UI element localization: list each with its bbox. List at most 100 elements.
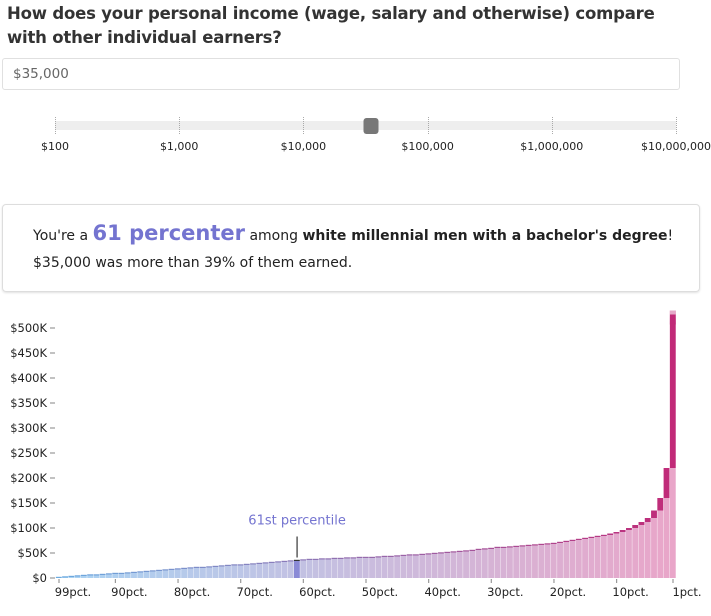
bar-23pct bbox=[532, 545, 538, 578]
x-tick-label: 30pct. bbox=[487, 585, 523, 599]
bar-62pct bbox=[287, 561, 294, 578]
demographic-group: white millennial men with a bachelor's d… bbox=[302, 228, 668, 244]
bar-74pct bbox=[212, 567, 219, 578]
bar-cap-51pct bbox=[356, 556, 363, 558]
result-line-2: $35,000 was more than 39% of them earned… bbox=[33, 255, 353, 271]
bar-31pct bbox=[481, 549, 488, 578]
slider-tick-label: $10,000,000 bbox=[641, 140, 711, 153]
bar-cap-30pct bbox=[488, 547, 495, 549]
bar-cap-58pct bbox=[312, 558, 319, 560]
bar-6pct bbox=[638, 525, 645, 578]
bar-overflow-fade bbox=[669, 310, 676, 325]
bar-cap-43pct bbox=[406, 554, 413, 556]
slider-tick-label: $100 bbox=[41, 140, 69, 153]
slider-tick bbox=[551, 117, 553, 134]
bar-cap-17pct bbox=[569, 539, 576, 541]
bar-cap-31pct bbox=[481, 548, 488, 550]
bar-78pct bbox=[187, 568, 194, 578]
bar-cap-70pct bbox=[237, 564, 244, 566]
bar-69pct bbox=[243, 565, 250, 578]
bar-64pct bbox=[275, 562, 282, 578]
bar-54pct bbox=[337, 559, 344, 578]
bar-cap-72pct bbox=[225, 564, 231, 566]
bar-cap-19pct bbox=[557, 541, 563, 543]
bar-84pct bbox=[149, 571, 156, 578]
bar-68pct bbox=[250, 564, 256, 578]
bar-66pct bbox=[262, 563, 269, 578]
bar-47pct bbox=[381, 557, 388, 578]
bar-cap-79pct bbox=[181, 567, 188, 569]
bar-14pct bbox=[588, 538, 595, 578]
bar-42pct bbox=[412, 555, 419, 578]
bar-57pct bbox=[319, 559, 325, 578]
bar-cap-56pct bbox=[325, 558, 332, 560]
bar-94pct bbox=[87, 575, 94, 578]
bar-cap-38pct bbox=[438, 552, 444, 554]
bar-52pct bbox=[350, 558, 357, 578]
bar-cap-34pct bbox=[463, 550, 469, 552]
bar-cap-9pct bbox=[619, 530, 626, 532]
bar-cap-69pct bbox=[243, 563, 250, 565]
bar-98pct bbox=[62, 577, 68, 578]
bar-cap-87pct bbox=[131, 571, 137, 573]
bar-cap-95pct bbox=[80, 574, 87, 576]
bar-cap-47pct bbox=[381, 555, 388, 557]
slider-tick-label: $100,000 bbox=[401, 140, 454, 153]
bar-cap-71pct bbox=[231, 564, 238, 566]
bar-10pct bbox=[613, 533, 620, 578]
bar-cap-5pct bbox=[644, 518, 651, 522]
slider-handle[interactable] bbox=[363, 118, 379, 134]
y-tick-label: $450K bbox=[10, 346, 47, 360]
bar-cap-42pct bbox=[412, 554, 419, 556]
bar-cap-45pct bbox=[394, 555, 401, 557]
bar-cap-66pct bbox=[262, 562, 269, 564]
bar-cap-84pct bbox=[149, 570, 156, 572]
bar-cap-99pct bbox=[55, 576, 62, 578]
bar-81pct bbox=[168, 570, 175, 578]
bar-cap-24pct bbox=[525, 544, 532, 546]
income-input[interactable] bbox=[2, 58, 680, 90]
bar-19pct bbox=[557, 543, 563, 578]
y-tick-label: $200K bbox=[10, 471, 47, 485]
bar-cap-86pct bbox=[137, 571, 144, 573]
bar-72pct bbox=[225, 566, 231, 578]
bar-48pct bbox=[375, 557, 382, 578]
y-tick-label: $0 bbox=[32, 571, 47, 585]
slider-tick bbox=[179, 117, 181, 134]
bar-73pct bbox=[218, 566, 225, 578]
bar-cap-20pct bbox=[550, 542, 557, 544]
bar-cap-25pct bbox=[519, 545, 526, 547]
bar-cap-96pct bbox=[74, 575, 81, 577]
bar-41pct bbox=[419, 555, 426, 578]
bar-cap-35pct bbox=[456, 550, 463, 552]
bar-97pct bbox=[68, 577, 75, 578]
result-prefix: You're a bbox=[33, 228, 89, 244]
slider-tick bbox=[676, 117, 677, 134]
income-slider[interactable]: $100 $1,000 $10,000 $100,000 $1,000,000 $10,0… bbox=[41, 112, 711, 153]
bar-cap-22pct bbox=[538, 543, 545, 545]
bar-43pct bbox=[406, 555, 413, 578]
bar-cap-18pct bbox=[563, 540, 570, 542]
bar-11pct bbox=[607, 535, 614, 578]
bar-25pct bbox=[519, 546, 526, 578]
bar-cap-26pct bbox=[513, 545, 520, 547]
bar-cap-3pct bbox=[657, 498, 664, 511]
bar-cap-81pct bbox=[168, 568, 175, 570]
slider-tick bbox=[55, 117, 56, 134]
y-tick-label: $500K bbox=[10, 321, 47, 335]
bar-cap-89pct bbox=[118, 572, 125, 574]
result-among: among bbox=[249, 228, 298, 244]
bar-cap-61pct bbox=[293, 559, 300, 561]
bar-cap-62pct bbox=[287, 560, 294, 562]
bar-cap-78pct bbox=[187, 567, 194, 569]
bar-9pct bbox=[619, 532, 626, 578]
bar-24pct bbox=[525, 546, 532, 578]
bar-79pct bbox=[181, 569, 188, 578]
bar-cap-57pct bbox=[319, 558, 325, 560]
bar-cap-10pct bbox=[613, 532, 620, 534]
result-box: You're a 61 percenter among white millen… bbox=[2, 204, 700, 292]
slider-tick-label: $1,000 bbox=[159, 140, 199, 153]
bar-1pct bbox=[669, 468, 676, 578]
bar-cap-33pct bbox=[469, 549, 476, 551]
bar-89pct bbox=[118, 574, 125, 578]
